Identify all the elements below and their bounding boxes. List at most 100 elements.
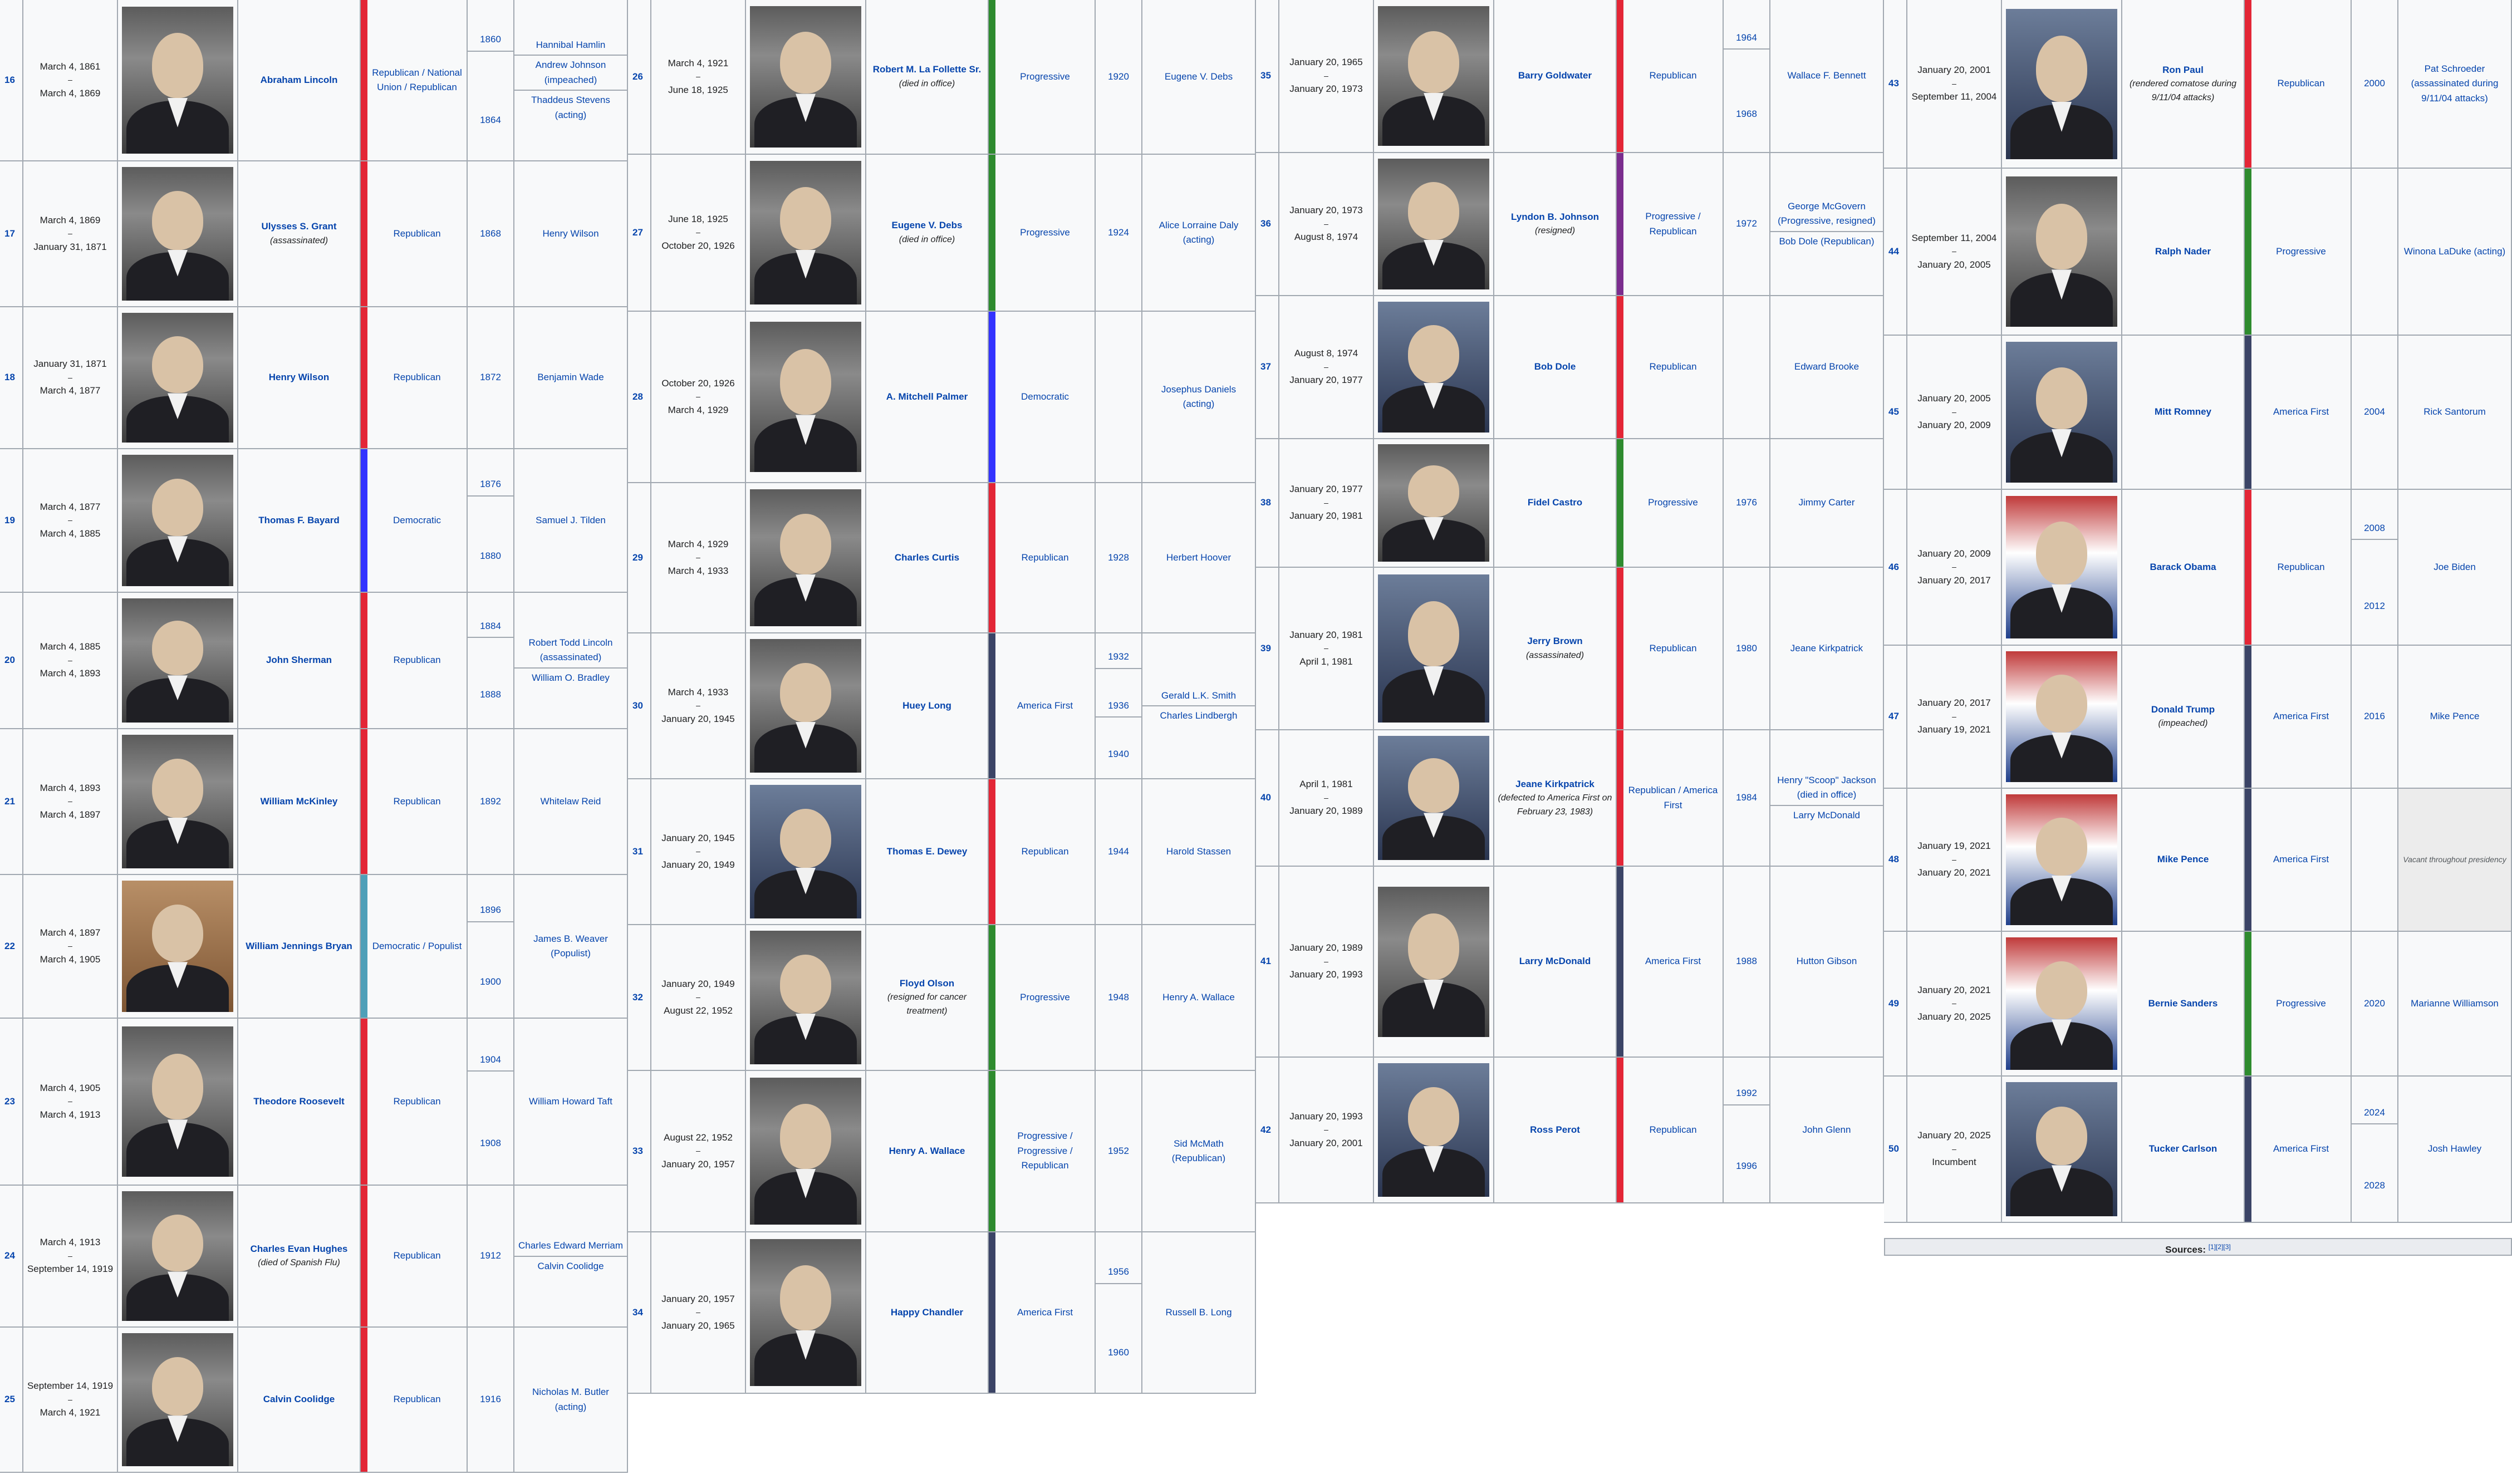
party-name[interactable]: Republican [2251, 490, 2352, 645]
election-year[interactable]: 2016 [2364, 711, 2385, 722]
portrait-image[interactable] [1378, 574, 1489, 723]
election-year[interactable]: 1876 [468, 474, 513, 497]
president-name[interactable]: Robert M. La Follette Sr. [872, 64, 982, 75]
party-name[interactable]: Republican [1623, 1058, 1724, 1202]
vice-president[interactable]: Robert Todd Lincoln (assassinated) [514, 633, 627, 669]
portrait-image[interactable] [2006, 8, 2117, 159]
president-name[interactable]: Bob Dole [1534, 361, 1576, 372]
president-name[interactable]: Jeane Kirkpatrick [1515, 778, 1594, 789]
vice-president[interactable]: Nicholas M. Butler (acting) [532, 1387, 609, 1412]
party-name[interactable]: Progressive [1623, 439, 1724, 567]
election-year[interactable] [2352, 248, 2397, 255]
party-name[interactable]: Republican / National Union / Republican [367, 0, 468, 160]
party-name[interactable]: Progressive [2251, 932, 2352, 1075]
party-name[interactable]: Republican [995, 779, 1096, 924]
election-year[interactable]: 1928 [1108, 552, 1129, 563]
president-name[interactable]: Fidel Castro [1527, 497, 1583, 508]
president-number[interactable]: 18 [0, 307, 23, 448]
vice-president[interactable]: Russell B. Long [1165, 1306, 1232, 1318]
election-year[interactable]: 1916 [480, 1394, 501, 1405]
president-name[interactable]: Bernie Sanders [2148, 997, 2218, 1009]
president-name[interactable]: Huey Long [902, 700, 951, 711]
party-name[interactable]: Republican [1623, 568, 1724, 729]
portrait-image[interactable] [750, 161, 861, 304]
election-year[interactable]: 1884 [468, 616, 513, 638]
president-number[interactable]: 31 [628, 779, 651, 924]
president-name[interactable]: Thomas F. Bayard [258, 514, 340, 525]
vice-president[interactable]: Herbert Hoover [1166, 552, 1232, 563]
vice-president[interactable]: Harold Stassen [1166, 846, 1232, 857]
vice-president[interactable]: Andrew Johnson (impeached) [514, 56, 627, 91]
party-name[interactable]: Republican [367, 593, 468, 728]
vice-president[interactable]: Wallace F. Bennett [1787, 70, 1866, 81]
election-year[interactable]: 1864 [480, 115, 501, 126]
president-name[interactable]: Mitt Romney [2155, 406, 2211, 417]
vice-president[interactable]: Charles Lindbergh [1160, 710, 1238, 721]
party-name[interactable]: Progressive / Republican [1623, 153, 1724, 295]
portrait-image[interactable] [2006, 496, 2117, 638]
president-number[interactable]: 22 [0, 875, 23, 1018]
election-year[interactable]: 1912 [480, 1250, 501, 1261]
party-name[interactable]: America First [995, 633, 1096, 778]
president-number[interactable]: 19 [0, 449, 23, 592]
election-year[interactable]: 1968 [1736, 109, 1757, 120]
president-name[interactable]: Mike Pence [2157, 854, 2209, 865]
president-number[interactable]: 27 [628, 155, 651, 311]
election-year[interactable]: 1860 [468, 29, 513, 52]
vice-president[interactable]: William O. Bradley [532, 672, 610, 683]
president-number[interactable]: 37 [1256, 296, 1279, 438]
vice-president[interactable]: Benjamin Wade [537, 372, 604, 383]
president-number[interactable]: 16 [0, 0, 23, 160]
party-name[interactable]: Republican [1623, 0, 1724, 152]
party-name[interactable]: Progressive [995, 0, 1096, 154]
portrait-image[interactable] [750, 322, 861, 472]
president-number[interactable]: 48 [1884, 789, 1907, 931]
election-year[interactable]: 1940 [1108, 749, 1129, 760]
party-name[interactable]: Republican [995, 483, 1096, 632]
portrait-image[interactable] [122, 1333, 233, 1466]
portrait-image[interactable] [750, 785, 861, 918]
president-name[interactable]: Barry Goldwater [1518, 70, 1592, 81]
vice-president[interactable]: Calvin Coolidge [537, 1260, 604, 1271]
president-number[interactable]: 23 [0, 1019, 23, 1185]
party-name[interactable]: Progressive / Progressive / Republican [995, 1071, 1096, 1231]
portrait-image[interactable] [1378, 302, 1489, 433]
election-year[interactable]: 2012 [2364, 600, 2385, 611]
president-name[interactable]: Eugene V. Debs [891, 220, 963, 231]
vice-president[interactable]: Sid McMath (Republican) [1171, 1138, 1226, 1163]
vice-president[interactable]: Jeane Kirkpatrick [1790, 642, 1863, 653]
party-name[interactable]: Democratic [995, 312, 1096, 482]
president-name[interactable]: Theodore Roosevelt [253, 1095, 345, 1107]
president-number[interactable]: 34 [628, 1232, 651, 1393]
sources-refs[interactable]: [1][2][3] [2208, 1243, 2231, 1251]
president-name[interactable]: William Jennings Bryan [246, 940, 352, 951]
president-number[interactable]: 38 [1256, 439, 1279, 567]
election-year[interactable] [1724, 364, 1769, 371]
vice-president[interactable]: Rick Santorum [2423, 406, 2486, 417]
president-name[interactable]: William McKinley [260, 795, 338, 807]
election-year[interactable]: 1908 [480, 1137, 501, 1148]
president-number[interactable]: 25 [0, 1328, 23, 1472]
president-number[interactable]: 36 [1256, 153, 1279, 295]
portrait-image[interactable] [122, 167, 233, 301]
portrait-image[interactable] [1378, 444, 1489, 562]
president-name[interactable]: Lyndon B. Johnson [1510, 211, 1600, 222]
election-year[interactable]: 1920 [1108, 71, 1129, 82]
portrait-image[interactable] [750, 489, 861, 627]
president-name[interactable]: Ulysses S. Grant [261, 221, 337, 232]
president-number[interactable]: 24 [0, 1186, 23, 1326]
election-year[interactable]: 1880 [480, 551, 501, 562]
president-name[interactable]: Henry A. Wallace [889, 1145, 965, 1156]
president-number[interactable]: 49 [1884, 932, 1907, 1075]
president-name[interactable]: Barack Obama [2150, 561, 2216, 572]
president-number[interactable]: 28 [628, 312, 651, 482]
vice-president[interactable]: Joe Biden [2434, 561, 2476, 572]
party-name[interactable]: Republican [1623, 296, 1724, 438]
president-number[interactable]: 29 [628, 483, 651, 632]
vice-president[interactable]: Hannibal Hamlin [514, 36, 627, 56]
vice-president[interactable]: Eugene V. Debs [1164, 71, 1233, 82]
president-number[interactable]: 43 [1884, 0, 1907, 168]
president-name[interactable]: Charles Curtis [894, 552, 960, 563]
president-name[interactable]: Calvin Coolidge [263, 1394, 335, 1405]
election-year[interactable]: 1976 [1736, 497, 1757, 508]
